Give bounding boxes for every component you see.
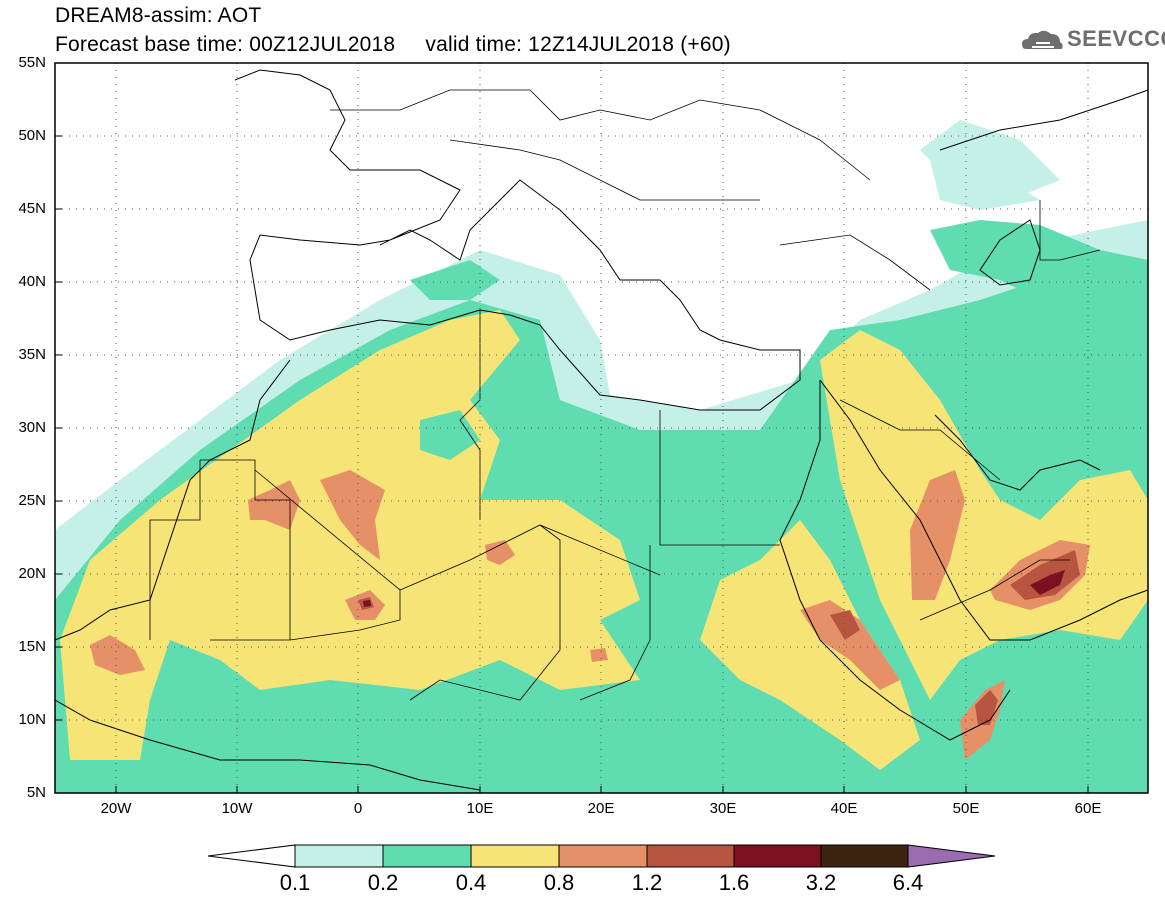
lat-label-30n: 30N — [18, 419, 46, 436]
lon-label-40e: 40E — [830, 800, 858, 817]
lat-label-10n: 10N — [18, 711, 46, 728]
lat-label-25n: 25N — [18, 492, 46, 509]
logo-text: SEEVCCC — [1067, 26, 1165, 51]
lon-label-10e: 10E — [466, 800, 494, 817]
graticule — [55, 63, 1148, 793]
colorbar-label: 3.2 — [805, 870, 837, 895]
aot-field-0p8 — [90, 470, 1090, 760]
map-subtitle-times: Forecast base time: 00Z12JUL2018 valid t… — [55, 33, 731, 56]
colorbar-swatch-c3 — [470, 844, 560, 868]
colorbar-over-arrow — [907, 844, 996, 868]
colorbar-swatch-c5 — [646, 844, 735, 868]
lon-label-20w: 20W — [100, 800, 132, 817]
colorbar-label: 0.8 — [543, 870, 575, 895]
axis-ticks — [55, 135, 1089, 793]
lat-label-40n: 40N — [18, 273, 46, 290]
lat-label-45n: 45N — [18, 200, 46, 217]
colorbar-under-arrow — [207, 844, 296, 868]
colorbar-swatch-c6 — [733, 844, 822, 868]
colorbar-label: 1.6 — [718, 870, 750, 895]
colorbar — [207, 844, 996, 868]
lat-label-55n: 55N — [18, 54, 46, 71]
colorbar-swatch-c2 — [382, 844, 472, 868]
aot-field-0p4 — [60, 310, 1148, 770]
lat-label-15n: 15N — [18, 638, 46, 655]
lon-label-20e: 20E — [587, 800, 615, 817]
colorbar-label: 1.2 — [631, 870, 663, 895]
lon-label-60e: 60E — [1074, 800, 1102, 817]
colorbar-label: 0.1 — [279, 870, 311, 895]
colorbar-swatch-c7 — [820, 844, 909, 868]
colorbar-label: 6.4 — [892, 870, 924, 895]
lat-label-50n: 50N — [18, 127, 46, 144]
aot-field-1p6 — [363, 570, 1065, 607]
lon-label-10w: 10W — [221, 800, 253, 817]
lat-label-35n: 35N — [18, 346, 46, 363]
lon-label-0: 0 — [353, 800, 363, 817]
country-borders — [149, 89, 1101, 701]
colorbar-swatch-c4 — [558, 844, 648, 868]
map-title: DREAM8-assim: AOT — [55, 4, 262, 27]
lon-label-30e: 30E — [709, 800, 737, 817]
cloud-icon — [1022, 30, 1063, 49]
lat-label-20n: 20N — [18, 565, 46, 582]
colorbar-label: 0.2 — [367, 870, 399, 895]
lat-label-5n: 5N — [26, 784, 46, 801]
colorbar-label: 0.4 — [455, 870, 487, 895]
lon-label-50e: 50E — [952, 800, 980, 817]
colorbar-swatch-c1 — [294, 844, 384, 868]
